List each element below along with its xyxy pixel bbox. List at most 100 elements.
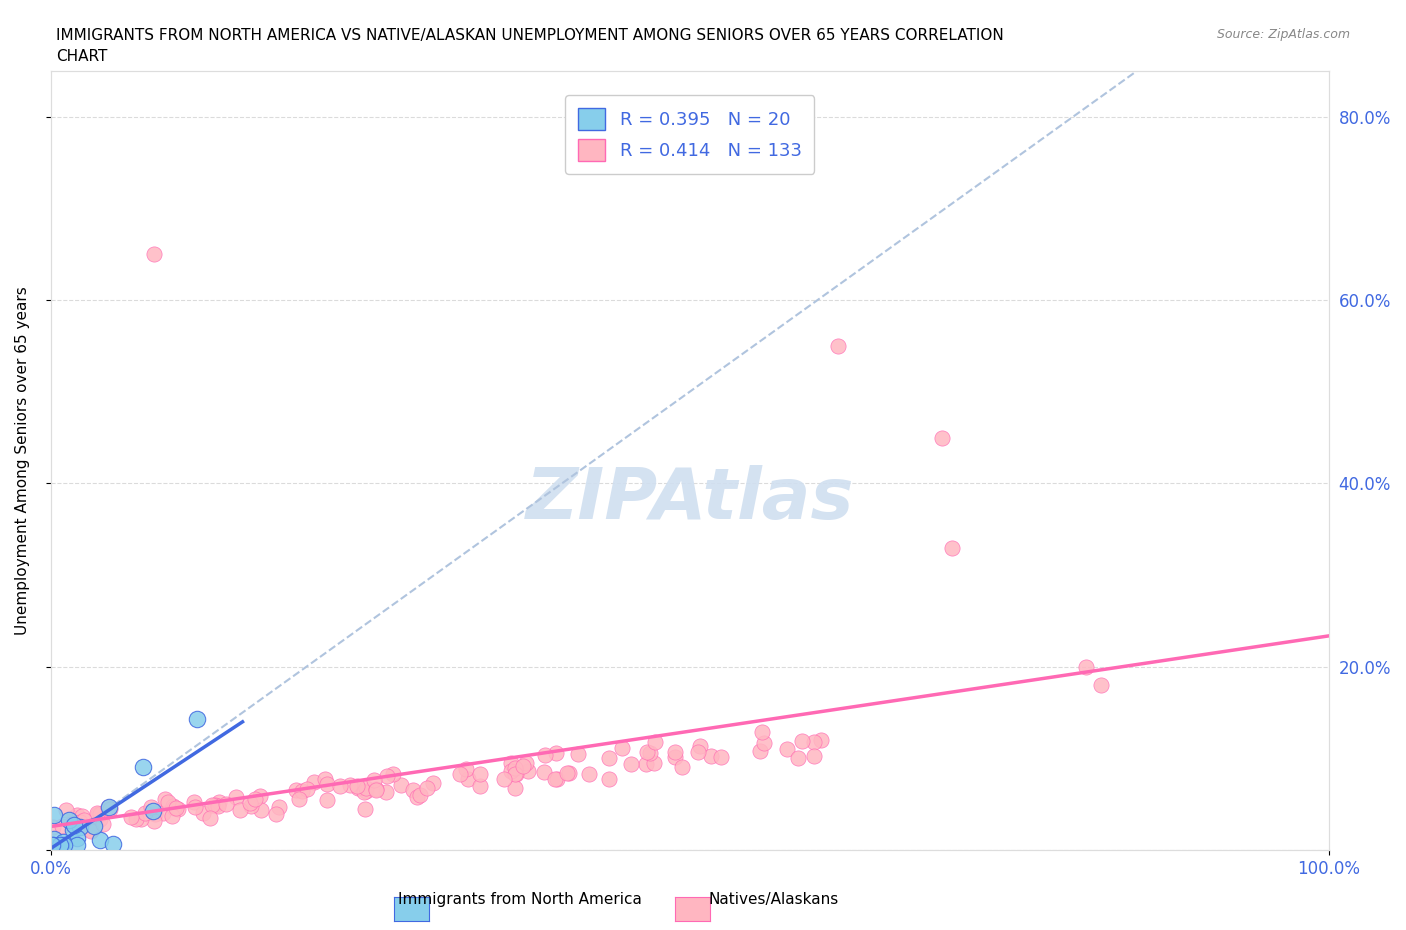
Point: [640, 746, 662, 761]
Point: [346, 778, 368, 793]
Point: [120, 809, 142, 824]
Point: [557, 765, 579, 780]
Point: [249, 789, 271, 804]
Point: [97, 800, 120, 815]
Point: [567, 746, 589, 761]
Point: [356, 783, 378, 798]
Point: [643, 755, 665, 770]
Point: [89, 806, 111, 821]
Point: [291, 784, 314, 799]
Point: [347, 780, 370, 795]
Point: [132, 760, 155, 775]
Point: [100, 802, 122, 817]
Point: [184, 800, 207, 815]
Point: [1090, 678, 1112, 693]
Point: [183, 795, 205, 810]
Text: IMMIGRANTS FROM NORTH AMERICA VS NATIVE/ALASKAN UNEMPLOYMENT AMONG SENIORS OVER : IMMIGRANTS FROM NORTH AMERICA VS NATIVE/…: [56, 28, 1004, 64]
Point: [156, 794, 179, 809]
Point: [153, 792, 176, 807]
Point: [533, 748, 555, 763]
Point: [42, 807, 65, 822]
Point: [62, 822, 84, 837]
Point: [186, 711, 208, 726]
Point: [91, 817, 114, 831]
Point: [239, 798, 262, 813]
Point: [505, 766, 527, 781]
Point: [201, 797, 224, 812]
Point: [214, 797, 236, 812]
Point: [62, 811, 84, 826]
Point: [664, 750, 686, 764]
Point: [87, 806, 110, 821]
Point: [810, 733, 832, 748]
Point: [52, 835, 75, 850]
Point: [287, 791, 309, 806]
Point: [470, 778, 492, 793]
Point: [285, 782, 308, 797]
Point: [449, 767, 471, 782]
Point: [494, 771, 516, 786]
Point: [1076, 659, 1098, 674]
Y-axis label: Unemployment Among Seniors over 65 years: Unemployment Among Seniors over 65 years: [15, 286, 30, 635]
Point: [80, 822, 103, 837]
Point: [409, 788, 432, 803]
Point: [264, 806, 287, 821]
Point: [803, 734, 825, 749]
Point: [329, 779, 352, 794]
Point: [503, 761, 526, 776]
Point: [803, 749, 825, 764]
Point: [546, 772, 568, 787]
Point: [80, 823, 103, 838]
Point: [295, 781, 318, 796]
Point: [354, 802, 377, 817]
Text: Natives/Alaskans: Natives/Alaskans: [709, 892, 838, 907]
Point: [422, 775, 444, 790]
Point: [354, 780, 377, 795]
Point: [314, 771, 336, 786]
Point: [748, 744, 770, 759]
Point: [42, 838, 65, 853]
Point: [207, 799, 229, 814]
Point: [49, 838, 72, 853]
Point: [689, 738, 711, 753]
Point: [543, 772, 565, 787]
Point: [73, 812, 96, 827]
Text: Source: ZipAtlas.com: Source: ZipAtlas.com: [1216, 28, 1350, 41]
Point: [165, 800, 187, 815]
Point: [103, 836, 125, 851]
Point: [229, 803, 252, 817]
Point: [143, 806, 166, 821]
Point: [134, 805, 156, 820]
Point: [269, 800, 291, 815]
Point: [688, 745, 710, 760]
Point: [97, 800, 120, 815]
Point: [827, 339, 849, 353]
Point: [302, 775, 325, 790]
Point: [58, 812, 80, 827]
Point: [620, 757, 643, 772]
Point: [225, 790, 247, 804]
Point: [142, 246, 165, 261]
Point: [42, 831, 65, 846]
Point: [167, 802, 190, 817]
Point: [129, 811, 152, 826]
Point: [544, 746, 567, 761]
Point: [375, 769, 398, 784]
Point: [634, 757, 657, 772]
Point: [162, 799, 184, 814]
Point: [786, 751, 808, 765]
Point: [316, 777, 339, 791]
Point: [406, 790, 429, 804]
Point: [664, 744, 686, 759]
Point: [790, 734, 813, 749]
Point: [69, 815, 91, 830]
Point: [69, 819, 91, 834]
Point: [941, 540, 963, 555]
Point: [499, 756, 522, 771]
Point: [66, 830, 89, 845]
Point: [250, 802, 273, 817]
Point: [66, 808, 89, 823]
Point: [644, 735, 666, 750]
Point: [533, 765, 555, 780]
Point: [578, 766, 600, 781]
